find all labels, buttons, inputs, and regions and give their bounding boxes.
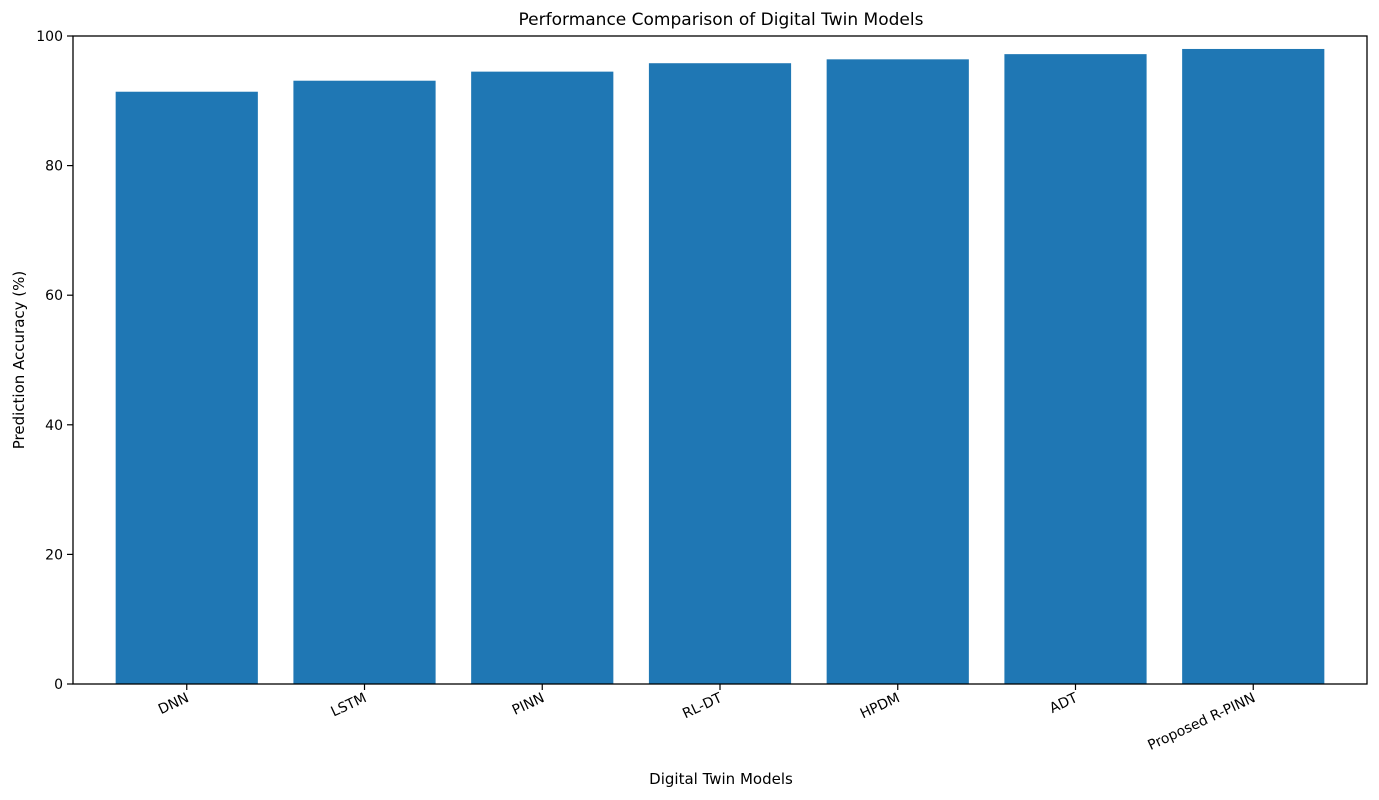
y-tick-label: 0 (54, 677, 63, 693)
y-tick-label: 60 (45, 288, 63, 304)
y-tick-label: 80 (45, 159, 63, 175)
bar-hpdm (826, 59, 969, 684)
bars-group (115, 48, 1325, 685)
y-tick-label: 100 (36, 29, 63, 45)
bar-lstm (293, 80, 436, 684)
y-tick-label: 40 (45, 418, 63, 434)
plot-frame (72, 35, 1368, 685)
bar-adt (1004, 54, 1147, 684)
x-tick-label: RL-DT (680, 690, 725, 722)
x-axis: DNN LSTM PINN RL-DT HPDM ADT Proposed R-PINN (156, 684, 1258, 754)
bar-proposed-r-pinn (1182, 48, 1325, 684)
x-tick-label: LSTM (329, 690, 370, 720)
bar-rl-dt (648, 63, 792, 685)
y-axis: 0 20 40 60 80 100 (36, 29, 73, 693)
x-tick-label: Proposed R-PINN (1145, 690, 1257, 754)
bar-pinn (471, 71, 614, 684)
x-tick-label: DNN (156, 690, 192, 718)
y-axis-label: Prediction Accuracy (%) (10, 271, 28, 450)
bar-dnn (115, 91, 258, 685)
x-tick-label: PINN (510, 690, 547, 719)
chart-title: Performance Comparison of Digital Twin M… (519, 10, 924, 30)
x-tick-label: ADT (1047, 690, 1080, 717)
x-axis-label: Digital Twin Models (649, 770, 793, 788)
x-tick-label: HPDM (858, 690, 903, 722)
y-tick-label: 20 (45, 547, 63, 563)
